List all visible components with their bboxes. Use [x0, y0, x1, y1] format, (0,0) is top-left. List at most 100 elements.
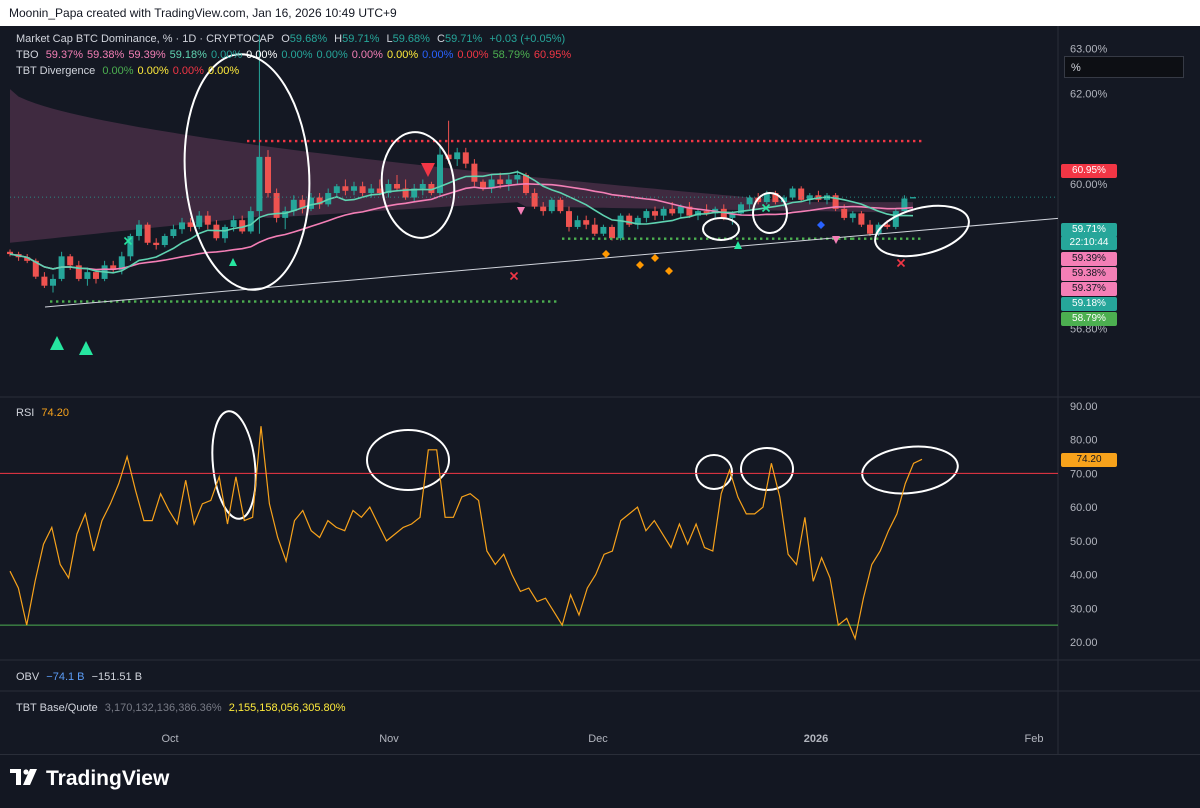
price-label: 59.37% — [1061, 282, 1117, 296]
tbo-value-2: 59.39% — [128, 49, 166, 61]
resistance-dot — [373, 139, 376, 143]
sell-signal-marker — [517, 207, 525, 215]
candle-body — [609, 226, 615, 239]
candle-body — [290, 199, 297, 212]
support-dot — [170, 300, 173, 303]
resistance-dot — [655, 139, 658, 143]
chart-canvas[interactable]: 63.00%62.00%60.00%57.40%56.80%90.0080.00… — [0, 26, 1200, 754]
support-dot — [302, 300, 305, 303]
annotation-circle — [211, 410, 257, 520]
tbo-value-8: 0.00% — [351, 49, 383, 61]
cross-marker — [896, 258, 906, 268]
support-dot — [212, 300, 215, 303]
support-dot — [218, 300, 221, 303]
support-dot — [586, 237, 589, 240]
candle-body — [445, 154, 452, 160]
candle-body — [222, 226, 228, 239]
candle-body — [910, 197, 916, 199]
price-tick: 63.00% — [1070, 43, 1108, 55]
support-dot — [362, 300, 365, 303]
support-dot — [410, 300, 413, 303]
support-dot — [894, 237, 897, 240]
chart-area[interactable]: 63.00%62.00%60.00%57.40%56.80%90.0080.00… — [0, 26, 1200, 754]
high-label: H — [334, 33, 343, 45]
resistance-dot — [817, 139, 820, 143]
support-dot — [802, 237, 805, 240]
support-dot — [404, 300, 407, 303]
scale-mode-button[interactable]: % — [1064, 56, 1184, 78]
annotation-circle — [874, 204, 970, 258]
candle-body — [514, 174, 521, 180]
rsi-tick: 70.00 — [1070, 468, 1098, 480]
support-dot — [562, 237, 565, 240]
support-dot — [784, 237, 787, 240]
attribution-bar: Moonin_Papa created with TradingView.com… — [0, 0, 1200, 26]
support-dot — [918, 237, 921, 240]
candle-body — [394, 184, 400, 189]
resistance-dot — [727, 139, 730, 143]
support-dot — [320, 300, 323, 303]
support-dot — [98, 300, 101, 303]
support-dot — [290, 300, 293, 303]
support-dot — [598, 237, 601, 240]
support-dot — [434, 300, 437, 303]
resistance-dot — [439, 139, 442, 143]
cross-marker — [509, 271, 519, 281]
tbo-values: 59.37% 59.38% 59.39% 59.18% 0.00% 0.00% 0.00% 0… — [46, 49, 576, 61]
support-dot — [296, 300, 299, 303]
support-dot — [476, 300, 479, 303]
candle-body — [256, 156, 263, 212]
candle-body — [376, 188, 383, 194]
price-label: 59.18% — [1061, 297, 1117, 311]
resistance-dot — [853, 139, 856, 143]
divergence-label: TBT Divergence — [16, 65, 96, 77]
resistance-dot — [643, 139, 646, 143]
candle-body — [127, 235, 134, 257]
support-dot — [568, 237, 571, 240]
candle-body — [643, 211, 650, 218]
support-dot — [808, 237, 811, 240]
buy-signal-marker — [50, 336, 64, 350]
tbo-value-13: 60.95% — [533, 49, 572, 61]
resistance-dot — [913, 139, 916, 143]
resistance-dot — [259, 139, 262, 143]
support-dot — [470, 300, 473, 303]
support-dot — [206, 300, 209, 303]
tradingview-icon — [10, 768, 40, 791]
candle-body — [634, 217, 641, 225]
candle-body — [858, 213, 865, 225]
candle-body — [746, 197, 753, 205]
open-value: 59.68% — [289, 33, 328, 45]
obv-value-1: −74.1 B — [46, 671, 85, 683]
candle-body — [789, 188, 796, 198]
rsi-tick: 60.00 — [1070, 502, 1098, 514]
support-dot — [332, 300, 335, 303]
annotation-circle — [695, 454, 733, 490]
support-dot — [494, 300, 497, 303]
resistance-dot — [301, 139, 304, 143]
resistance-dot — [409, 139, 412, 143]
support-dot — [158, 300, 161, 303]
support-dot — [512, 300, 515, 303]
annotation-circle — [380, 131, 456, 239]
candle-body — [480, 181, 486, 189]
resistance-dot — [793, 139, 796, 143]
resistance-dot — [481, 139, 484, 143]
resistance-dot — [781, 139, 784, 143]
support-dot — [796, 237, 799, 240]
resistance-dot — [661, 139, 664, 143]
support-dot — [530, 300, 533, 303]
resistance-dot — [733, 139, 736, 143]
support-dot — [870, 237, 873, 240]
support-dot — [248, 300, 251, 303]
rsi-tick: 80.00 — [1070, 435, 1098, 447]
candle-body — [359, 186, 366, 194]
support-dot — [254, 300, 257, 303]
support-dot — [260, 300, 263, 303]
support-dot — [876, 237, 879, 240]
resistance-dot — [505, 139, 508, 143]
divergence-value-2: 0.00% — [172, 65, 204, 77]
support-dot — [628, 237, 631, 240]
resistance-dot — [685, 139, 688, 143]
candle-body — [204, 215, 211, 225]
